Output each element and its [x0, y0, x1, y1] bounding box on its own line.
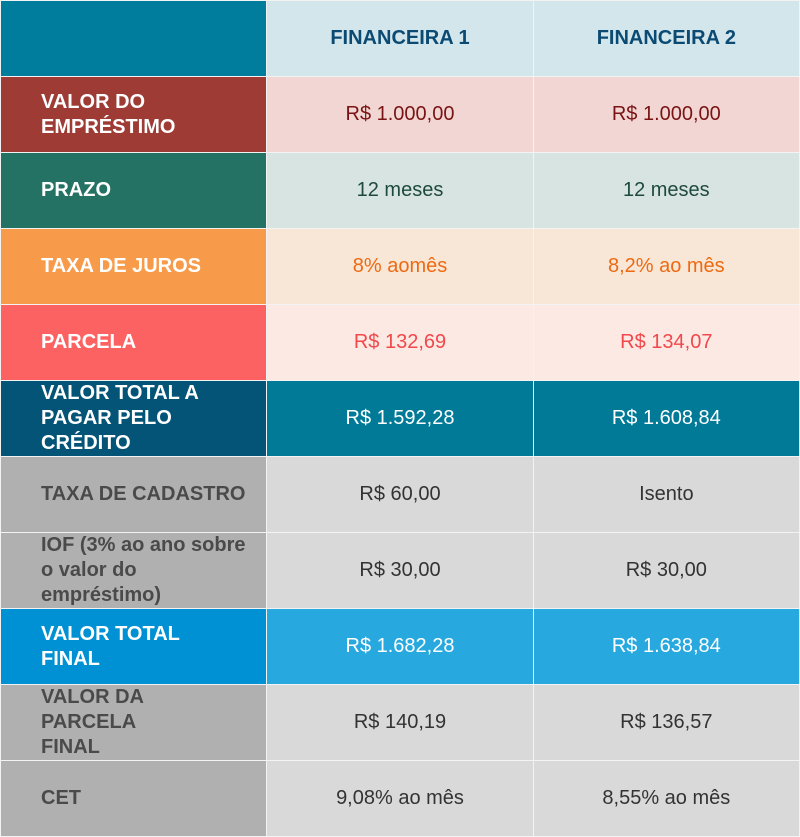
row-label: VALOR TOTAL FINAL: [0, 608, 268, 685]
row-label: PARCELA: [0, 304, 268, 381]
table-row: TAXA DE CADASTRO R$ 60,00 Isento: [0, 456, 800, 533]
table-row: CET 9,08% ao mês 8,55% ao mês: [0, 760, 800, 837]
row-value-financeira-1: R$ 1.592,28: [266, 380, 534, 457]
row-label: TAXA DE CADASTRO: [0, 456, 268, 533]
row-value-financeira-1: 8% aomês: [266, 228, 534, 305]
table-row: PARCELA R$ 132,69 R$ 134,07: [0, 304, 800, 381]
row-value-financeira-2: R$ 30,00: [532, 532, 800, 609]
row-value-financeira-2: Isento: [532, 456, 800, 533]
row-value-financeira-1: R$ 60,00: [266, 456, 534, 533]
row-value-financeira-2: R$ 1.608,84: [532, 380, 800, 457]
header-row: FINANCEIRA 1 FINANCEIRA 2: [0, 0, 800, 77]
row-value-financeira-1: R$ 1.682,28: [266, 608, 534, 685]
header-financeira-2: FINANCEIRA 2: [532, 0, 800, 77]
row-label: VALOR DO EMPRÉSTIMO: [0, 76, 268, 153]
row-label: CET: [0, 760, 268, 837]
row-label: PRAZO: [0, 152, 268, 229]
row-value-financeira-2: 12 meses: [532, 152, 800, 229]
row-value-financeira-2: 8,2% ao mês: [532, 228, 800, 305]
row-value-financeira-1: R$ 1.000,00: [266, 76, 534, 153]
row-value-financeira-1: R$ 132,69: [266, 304, 534, 381]
row-value-financeira-1: 12 meses: [266, 152, 534, 229]
row-value-financeira-2: R$ 136,57: [532, 684, 800, 761]
header-financeira-1: FINANCEIRA 1: [266, 0, 534, 77]
header-corner: [0, 0, 268, 77]
row-value-financeira-2: R$ 134,07: [532, 304, 800, 381]
row-value-financeira-2: R$ 1.000,00: [532, 76, 800, 153]
table-row: VALOR TOTAL FINAL R$ 1.682,28 R$ 1.638,84: [0, 608, 800, 685]
row-label: IOF (3% ao ano sobre o valor do emprésti…: [0, 532, 268, 609]
table-row: VALOR TOTAL A PAGAR PELO CRÉDITO R$ 1.592…: [0, 380, 800, 457]
table-row: TAXA DE JUROS 8% aomês 8,2% ao mês: [0, 228, 800, 305]
table-row: PRAZO 12 meses 12 meses: [0, 152, 800, 229]
row-label: VALOR TOTAL A PAGAR PELO CRÉDITO: [0, 380, 268, 457]
row-label: TAXA DE JUROS: [0, 228, 268, 305]
row-value-financeira-1: R$ 140,19: [266, 684, 534, 761]
row-value-financeira-2: 8,55% ao mês: [532, 760, 800, 837]
table-row: IOF (3% ao ano sobre o valor do emprésti…: [0, 532, 800, 609]
table-row: VALOR DA PARCELA FINAL R$ 140,19 R$ 136,57: [0, 684, 800, 761]
row-value-financeira-1: 9,08% ao mês: [266, 760, 534, 837]
row-value-financeira-1: R$ 30,00: [266, 532, 534, 609]
table-row: VALOR DO EMPRÉSTIMO R$ 1.000,00 R$ 1.000,0…: [0, 76, 800, 153]
row-value-financeira-2: R$ 1.638,84: [532, 608, 800, 685]
row-label: VALOR DA PARCELA FINAL: [0, 684, 268, 761]
